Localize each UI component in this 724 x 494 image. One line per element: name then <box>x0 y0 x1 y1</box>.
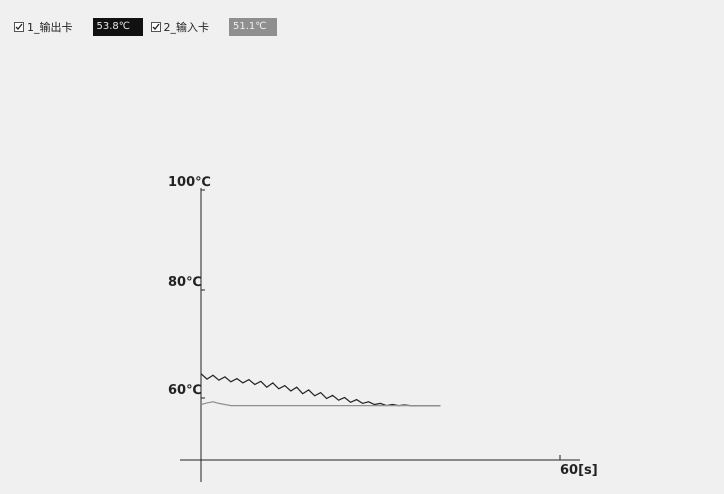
input-card-temperature: 51.1℃ <box>229 18 277 36</box>
temperature-line-chart: 100℃ 80℃ 60℃ 60[s] <box>168 175 598 482</box>
chart-panel: 1_输出卡 53.8℃ 2_输入卡 51.1℃ 100℃ 80℃ <box>4 6 720 490</box>
y-tick-label-80: 80℃ <box>168 275 202 290</box>
checkmark-icon <box>15 23 23 30</box>
legend-bar: 1_输出卡 53.8℃ 2_输入卡 51.1℃ <box>14 18 285 36</box>
output-card-label: 1_输出卡 <box>27 21 73 34</box>
y-tick-label-60: 60℃ <box>168 383 202 398</box>
checkmark-icon <box>152 23 160 30</box>
y-tick-label-100: 100℃ <box>168 175 211 190</box>
legend-item-output-card: 1_输出卡 53.8℃ <box>14 18 143 36</box>
output-card-checkbox[interactable] <box>14 22 24 32</box>
series-line-output-card <box>200 373 441 407</box>
input-card-label: 2_输入卡 <box>163 21 210 34</box>
series-line-input-card <box>200 401 441 407</box>
x-tick-label-60s: 60[s] <box>560 463 598 478</box>
legend-item-input-card: 2_输入卡 51.1℃ <box>150 18 277 36</box>
input-card-checkbox[interactable] <box>150 22 161 32</box>
output-card-temperature: 53.8℃ <box>92 18 143 36</box>
